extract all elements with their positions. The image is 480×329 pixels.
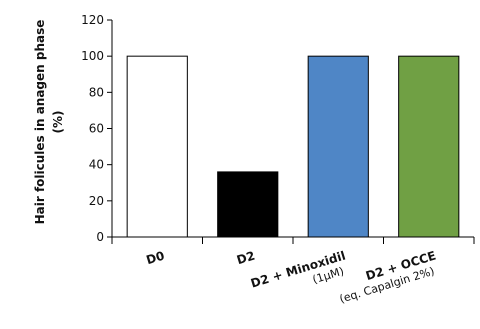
y-tick-label: 80 xyxy=(89,85,104,99)
y-tick-label: 40 xyxy=(89,158,104,172)
bar-3 xyxy=(307,55,369,238)
bars xyxy=(126,55,460,238)
x-category-label-group: D0 xyxy=(145,248,167,267)
y-ticks: 0 20 40 60 80 100 120 xyxy=(81,13,112,244)
y-tick-label: 100 xyxy=(81,49,104,63)
bar-4 xyxy=(398,55,460,238)
x-category-label: D2 xyxy=(235,248,257,267)
x-category-label-group: D2 xyxy=(235,248,257,267)
x-category-label-group: D2 + OCCE(eq. Capalgin 2%) xyxy=(338,248,438,305)
y-axis-label: Hair folicules in anagen phase (%) xyxy=(33,20,65,225)
y-tick-label: 60 xyxy=(89,122,104,136)
y-tick-label: 0 xyxy=(96,230,104,244)
bar-2 xyxy=(217,171,279,238)
bar-1 xyxy=(126,55,188,238)
x-category-label-group: D2 + Minoxidil(1μM) xyxy=(249,248,347,290)
y-axis-title-line2: (%) xyxy=(51,111,65,134)
y-tick-label: 20 xyxy=(89,194,104,208)
x-category-label: D0 xyxy=(145,248,167,267)
y-axis-title-line1: Hair folicules in anagen phase xyxy=(33,20,47,225)
y-tick-label: 120 xyxy=(81,13,104,27)
